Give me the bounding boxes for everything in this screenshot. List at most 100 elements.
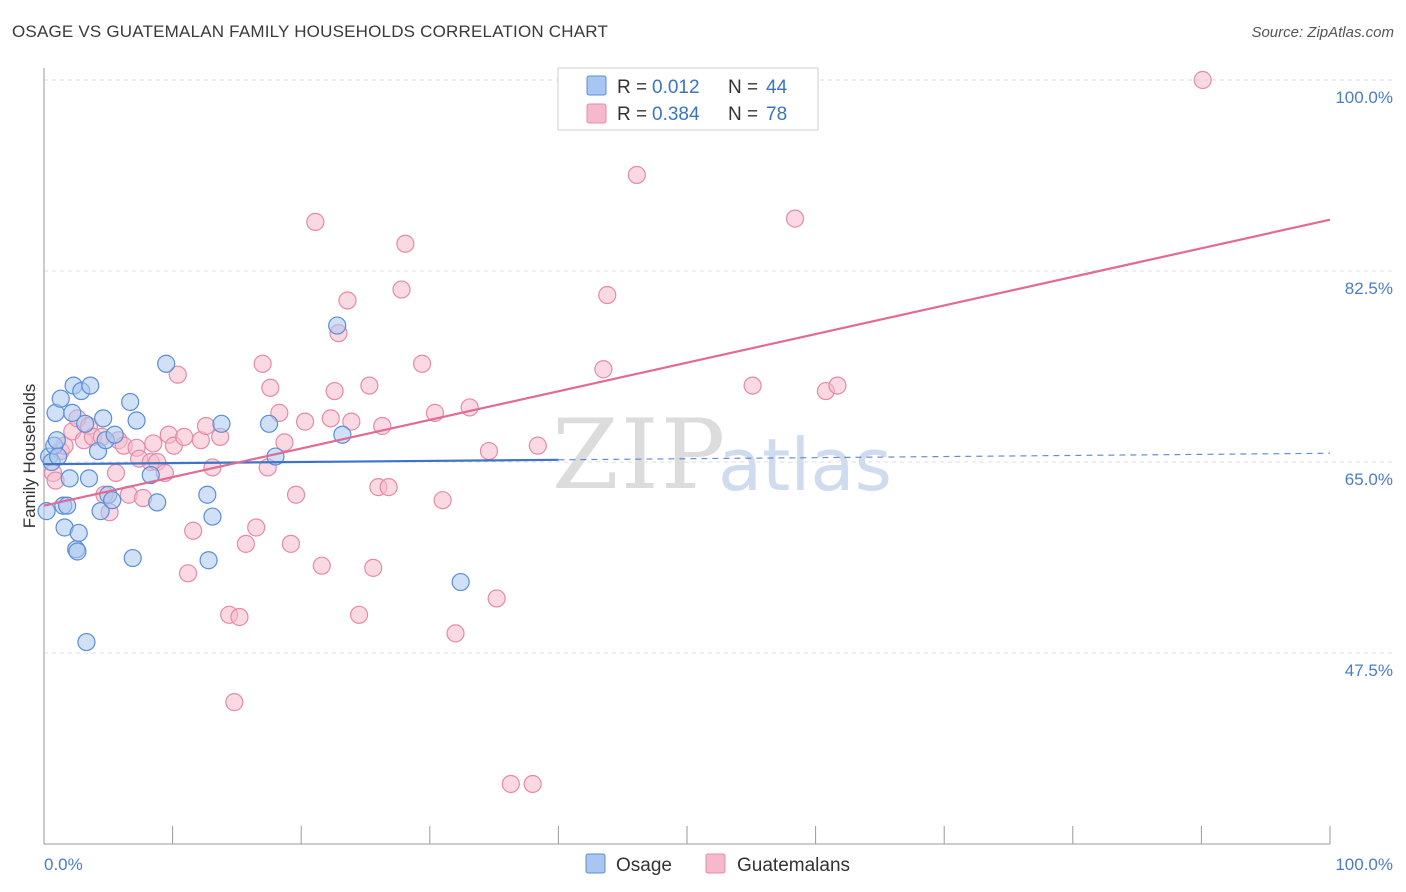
- guatemalans-point-52: [342, 412, 361, 431]
- chart-source: Source: ZipAtlas.com: [1251, 24, 1394, 41]
- osage-point-5: [47, 431, 66, 450]
- watermark-atlas: atlas: [718, 423, 892, 507]
- guatemalans-point-75: [785, 209, 805, 228]
- guatemalans-point-20: [144, 434, 163, 453]
- osage-point-30: [123, 548, 142, 568]
- osage-point-39: [259, 414, 279, 433]
- bottom-legend: Osage Guatemalans: [585, 853, 850, 876]
- osage-point-7: [51, 389, 70, 408]
- osage-point-16: [69, 523, 88, 543]
- guatemalans-point-45: [295, 412, 315, 431]
- osage-point-32: [141, 465, 160, 485]
- osage-point-12: [63, 403, 82, 422]
- osage-points: [37, 316, 470, 652]
- legend-n-label-osage: N =: [728, 77, 758, 98]
- x-ticks: [172, 826, 1331, 844]
- legend-r-label-guatemalans: R =: [617, 104, 647, 125]
- guatemalans-point-51: [338, 291, 357, 310]
- y-tick-labels: 47.5% 65.0% 82.5% 100.0%: [1335, 88, 1393, 680]
- legend-r-label-osage: R =: [617, 77, 647, 98]
- osage-point-6: [49, 447, 68, 466]
- guatemalans-point-47: [312, 556, 331, 575]
- osage-point-29: [121, 392, 140, 412]
- watermark-zip: ZIP: [552, 399, 727, 511]
- osage-point-37: [203, 507, 222, 526]
- guatemalans-point-12: [106, 463, 126, 483]
- guatemalans-point-42: [275, 433, 294, 452]
- guatemalans-point-78: [828, 376, 847, 395]
- guatemalans-point-71: [594, 360, 613, 379]
- legend-n-label-guatemalans: N =: [728, 104, 758, 125]
- osage-point-20: [79, 469, 99, 488]
- guatemalans-point-61: [412, 354, 432, 373]
- y-tick-label-0: 47.5%: [1345, 661, 1393, 680]
- legend-swatch-osage: [586, 75, 607, 96]
- trend-lines: [43, 218, 1331, 507]
- bottom-legend-label-osage: Osage: [616, 855, 672, 876]
- bottom-legend-swatch-osage: [585, 853, 606, 874]
- legend-r-value-guatemalans: 0.384: [652, 104, 700, 125]
- gridlines: [44, 79, 1393, 654]
- guatemalans-point-40: [261, 378, 280, 397]
- osage-point-28: [105, 425, 124, 444]
- guatemalans-point-72: [598, 285, 617, 305]
- guatemalans-point-27: [178, 564, 198, 583]
- guatemalans-point-37: [247, 518, 266, 537]
- osage-point-38: [212, 414, 231, 433]
- guatemalans-point-66: [479, 441, 499, 461]
- osage-point-33: [148, 493, 167, 512]
- guatemalans-point-67: [487, 589, 506, 608]
- osage-trend-line: [43, 458, 559, 466]
- guatemalans-point-34: [225, 693, 244, 712]
- osage-point-24: [94, 409, 113, 428]
- guatemalans-point-59: [392, 280, 411, 299]
- osage-point-18: [76, 414, 95, 433]
- osage-point-0: [37, 502, 56, 521]
- guatemalans-point-49: [325, 381, 344, 401]
- osage-point-19: [77, 632, 96, 652]
- osage-point-36: [199, 551, 218, 570]
- legend-n-value-guatemalans: 78: [766, 104, 787, 125]
- guatemalans-point-54: [360, 376, 379, 395]
- watermark: ZIP atlas: [552, 399, 892, 511]
- y-tick-label-3: 100.0%: [1335, 88, 1393, 107]
- guatemalans-point-44: [286, 485, 306, 504]
- osage-point-23: [91, 502, 110, 521]
- osage-point-31: [127, 411, 146, 430]
- y-tick-label-2: 82.5%: [1345, 279, 1393, 298]
- bottom-legend-label-guatemalans: Guatemalans: [737, 855, 850, 876]
- osage-trend-line-extension: [558, 452, 1331, 461]
- x-tick-label-max: 100.0%: [1335, 855, 1393, 874]
- osage-point-27: [103, 491, 122, 510]
- guatemalans-point-48: [321, 409, 340, 428]
- guatemalans-point-58: [379, 478, 398, 497]
- osage-point-21: [81, 376, 100, 395]
- guatemalans-point-69: [523, 774, 542, 794]
- legend-n-value-osage: 44: [766, 77, 788, 98]
- legend-swatch-guatemalans: [586, 103, 607, 124]
- guatemalans-point-70: [528, 436, 547, 455]
- guatemalans-point-26: [175, 427, 194, 446]
- chart-title: OSAGE VS GUATEMALAN FAMILY HOUSEHOLDS CO…: [12, 22, 609, 41]
- guatemalans-points: [43, 70, 1212, 794]
- osage-point-35: [198, 485, 217, 504]
- guatemalans-point-64: [446, 624, 465, 643]
- guatemalans-point-73: [627, 165, 646, 185]
- guatemalans-trend-line: [43, 218, 1331, 507]
- osage-point-43: [451, 572, 470, 592]
- guatemalans-point-36: [236, 534, 256, 553]
- legend-r-value-osage: 0.012: [652, 77, 700, 98]
- y-tick-label-1: 65.0%: [1345, 470, 1393, 489]
- guatemalans-point-53: [349, 605, 369, 624]
- guatemalans-point-25: [168, 365, 187, 384]
- guatemalans-point-28: [184, 521, 203, 540]
- osage-point-15: [68, 542, 87, 561]
- guatemalans-point-43: [281, 534, 301, 553]
- guatemalans-point-55: [364, 558, 383, 577]
- guatemalans-point-63: [433, 491, 452, 510]
- guatemalans-point-35: [230, 607, 249, 627]
- guatemalans-point-68: [501, 774, 520, 794]
- guatemalans-point-74: [743, 376, 762, 395]
- osage-point-11: [60, 469, 79, 488]
